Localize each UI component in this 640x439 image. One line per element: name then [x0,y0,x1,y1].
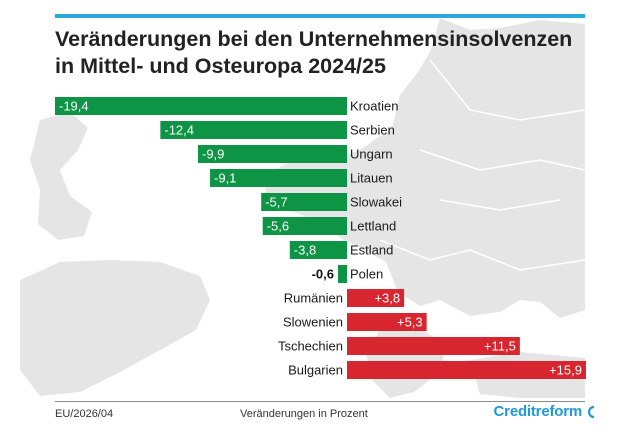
bar-3 [197,145,347,163]
brand-logo-text: Creditreform [493,403,583,420]
bar-11 [347,337,520,355]
top-accent-rule [55,14,585,18]
category-label-5: Slowakei [350,195,402,210]
chart-title-line-1: Veränderungen bei den Unternehmensinsolv… [55,27,573,51]
bar-8 [337,265,347,283]
value-label-9: +3,8 [374,291,400,306]
value-label-2: -12,4 [164,123,194,138]
bar-4 [210,169,347,187]
source-code: EU/2026/04 [55,408,114,420]
category-label-11: Tschechien [278,339,343,354]
bar-9 [347,289,405,307]
category-label-7: Estland [350,243,393,258]
bar-1 [55,97,347,115]
category-label-2: Serbien [350,123,395,138]
bar-6 [262,217,347,235]
value-label-11: +11,5 [484,339,516,354]
value-label-8: -0,6 [312,267,334,282]
value-label-5: -5,7 [265,195,287,210]
bar-2 [160,121,347,139]
bar-10 [347,313,427,331]
value-label-1: -19,4 [59,99,89,114]
category-label-9: Rumänien [284,291,343,306]
bar-7 [289,241,347,259]
value-label-3: -9,9 [202,147,224,162]
chart-title: Veränderungen bei den Unternehmensinsolv… [55,26,615,80]
bar-5 [261,193,347,211]
value-label-4: -9,1 [214,171,236,186]
value-label-12: +15,9 [549,363,582,378]
category-label-10: Slowenien [283,315,343,330]
category-label-1: Kroatien [350,99,398,114]
value-label-6: -5,6 [267,219,289,234]
category-label-3: Ungarn [350,147,393,162]
category-label-12: Bulgarien [288,363,343,378]
category-label-8: Polen [350,267,383,282]
value-label-10: +5,3 [397,315,423,330]
value-label-7: -3,8 [294,243,316,258]
category-label-6: Lettland [350,219,396,234]
category-label-4: Litauen [350,171,393,186]
footer-rule [55,401,585,402]
bar-12 [347,361,586,379]
brand-logo-icon [587,405,595,419]
chart-title-line-2: in Mittel- und Osteuropa 2024/25 [55,54,386,78]
unit-note: Veränderungen in Prozent [240,408,368,420]
